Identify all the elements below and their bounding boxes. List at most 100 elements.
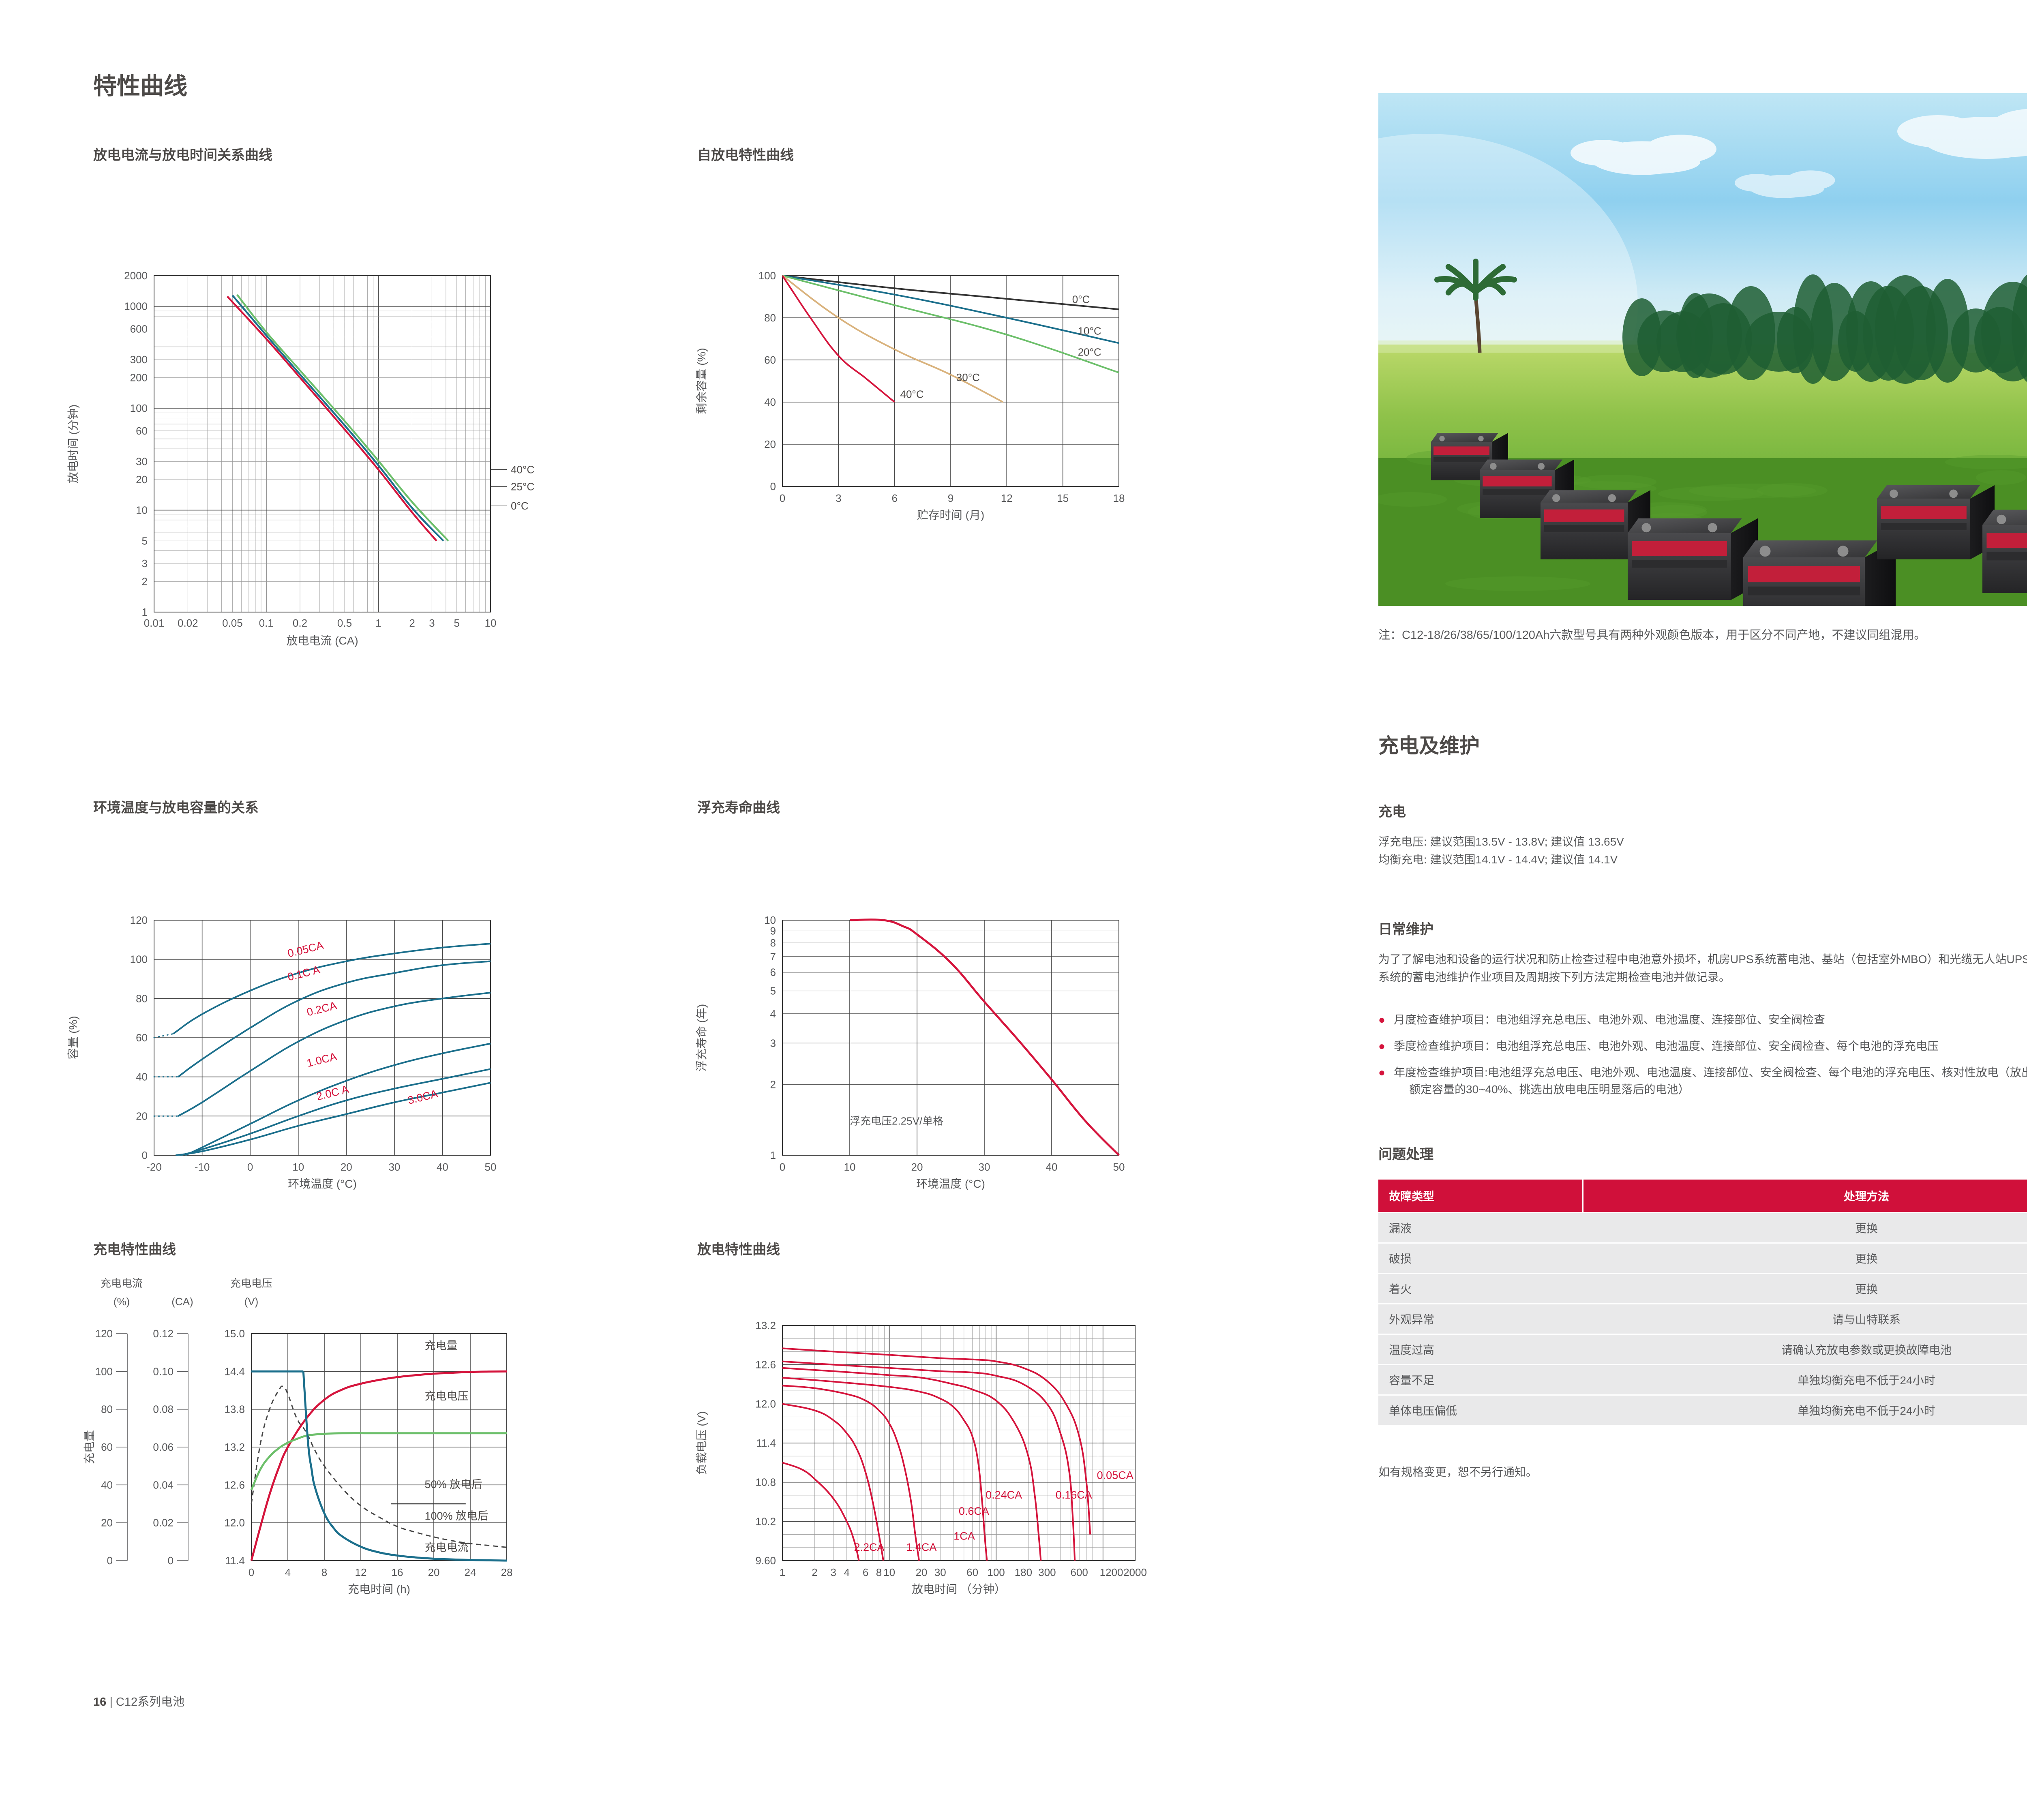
svg-text:200: 200 xyxy=(130,371,148,383)
svg-text:8: 8 xyxy=(321,1566,327,1578)
svg-text:100: 100 xyxy=(130,402,148,414)
svg-text:60: 60 xyxy=(101,1441,113,1453)
svg-text:13.2: 13.2 xyxy=(224,1441,245,1453)
svg-text:120: 120 xyxy=(130,914,148,926)
svg-text:2.2CA: 2.2CA xyxy=(854,1541,884,1553)
svg-text:10: 10 xyxy=(883,1566,895,1578)
svg-text:1: 1 xyxy=(375,617,381,629)
svg-text:40°C: 40°C xyxy=(900,388,924,400)
svg-text:2000: 2000 xyxy=(1123,1566,1147,1578)
svg-text:12.6: 12.6 xyxy=(755,1359,776,1371)
svg-text:100: 100 xyxy=(130,953,148,966)
svg-text:4: 4 xyxy=(770,1008,776,1020)
svg-text:13.8: 13.8 xyxy=(224,1403,245,1415)
svg-text:300: 300 xyxy=(130,353,148,366)
svg-text:0: 0 xyxy=(247,1161,253,1173)
svg-text:20°C: 20°C xyxy=(1078,346,1101,358)
svg-text:15: 15 xyxy=(1057,492,1069,504)
svg-text:20: 20 xyxy=(101,1517,113,1529)
svg-text:充电时间 (h): 充电时间 (h) xyxy=(348,1583,410,1595)
svg-text:30°C: 30°C xyxy=(956,371,980,383)
svg-text:12.0: 12.0 xyxy=(224,1517,245,1529)
svg-text:40: 40 xyxy=(136,1071,148,1083)
svg-text:1: 1 xyxy=(770,1149,776,1161)
svg-text:0.5: 0.5 xyxy=(337,617,352,629)
svg-text:18: 18 xyxy=(1113,492,1125,504)
svg-text:20: 20 xyxy=(341,1161,352,1173)
svg-text:100% 放电后: 100% 放电后 xyxy=(425,1510,489,1522)
svg-text:放电电流 (CA): 放电电流 (CA) xyxy=(286,634,358,647)
svg-text:28: 28 xyxy=(501,1566,513,1578)
svg-text:60: 60 xyxy=(764,354,776,366)
svg-text:充电量: 充电量 xyxy=(425,1340,458,1352)
svg-text:12: 12 xyxy=(1001,492,1013,504)
svg-text:0.06: 0.06 xyxy=(153,1441,174,1453)
svg-text:环境温度 (°C): 环境温度 (°C) xyxy=(916,1178,985,1190)
svg-text:40: 40 xyxy=(101,1479,113,1491)
svg-text:放电时间 （分钟）: 放电时间 （分钟） xyxy=(912,1583,1006,1595)
svg-text:12: 12 xyxy=(355,1566,367,1578)
svg-text:2: 2 xyxy=(812,1566,817,1578)
svg-text:10: 10 xyxy=(136,504,148,516)
svg-text:20: 20 xyxy=(915,1566,927,1578)
svg-text:3: 3 xyxy=(836,492,841,504)
svg-text:放电时间 (分钟): 放电时间 (分钟) xyxy=(67,405,79,483)
svg-text:2: 2 xyxy=(770,1078,776,1090)
svg-text:14.4: 14.4 xyxy=(224,1365,245,1377)
svg-text:600: 600 xyxy=(1071,1566,1088,1578)
svg-text:1: 1 xyxy=(780,1566,785,1578)
svg-text:60: 60 xyxy=(136,1032,148,1044)
svg-text:80: 80 xyxy=(764,312,776,324)
svg-text:0.02: 0.02 xyxy=(153,1517,174,1529)
svg-text:环境温度 (°C): 环境温度 (°C) xyxy=(288,1178,357,1190)
svg-text:24: 24 xyxy=(465,1566,476,1578)
svg-text:0: 0 xyxy=(770,480,776,492)
svg-text:11.4: 11.4 xyxy=(225,1554,245,1567)
svg-text:30: 30 xyxy=(979,1161,990,1173)
svg-text:0.2CA: 0.2CA xyxy=(306,999,338,1018)
svg-text:0.24CA: 0.24CA xyxy=(986,1489,1022,1501)
svg-text:100: 100 xyxy=(759,270,776,282)
svg-text:0: 0 xyxy=(780,1161,785,1173)
svg-text:100: 100 xyxy=(95,1365,113,1377)
svg-text:6: 6 xyxy=(891,492,897,504)
svg-text:6: 6 xyxy=(770,966,776,979)
svg-text:0: 0 xyxy=(780,492,785,504)
svg-text:充电电流: 充电电流 xyxy=(425,1542,469,1554)
svg-text:180: 180 xyxy=(1015,1566,1032,1578)
svg-text:0: 0 xyxy=(168,1554,174,1567)
svg-text:-20: -20 xyxy=(146,1161,162,1173)
svg-text:10: 10 xyxy=(292,1161,304,1173)
svg-text:600: 600 xyxy=(130,323,148,335)
svg-text:3: 3 xyxy=(142,557,148,570)
svg-text:16: 16 xyxy=(392,1566,403,1578)
svg-text:-10: -10 xyxy=(195,1161,210,1173)
svg-text:40: 40 xyxy=(1046,1161,1058,1173)
svg-text:充电量: 充电量 xyxy=(83,1430,96,1464)
svg-text:40: 40 xyxy=(437,1161,448,1173)
svg-text:2: 2 xyxy=(409,617,415,629)
svg-text:30: 30 xyxy=(388,1161,400,1173)
svg-text:2: 2 xyxy=(142,575,148,587)
svg-text:0.10: 0.10 xyxy=(153,1365,174,1377)
svg-text:9.60: 9.60 xyxy=(755,1554,776,1567)
svg-text:充电电压: 充电电压 xyxy=(230,1277,272,1289)
svg-text:0.02: 0.02 xyxy=(178,617,198,629)
svg-text:40: 40 xyxy=(764,396,776,408)
svg-text:120: 120 xyxy=(95,1328,113,1340)
svg-text:20: 20 xyxy=(764,438,776,450)
svg-text:0.6CA: 0.6CA xyxy=(959,1505,989,1517)
svg-text:50% 放电后: 50% 放电后 xyxy=(425,1478,483,1490)
svg-text:浮充寿命 (年): 浮充寿命 (年) xyxy=(695,1004,708,1071)
svg-text:80: 80 xyxy=(101,1403,113,1415)
svg-text:3: 3 xyxy=(770,1037,776,1049)
svg-text:12.0: 12.0 xyxy=(755,1398,776,1410)
svg-text:20: 20 xyxy=(136,1110,148,1122)
svg-text:10: 10 xyxy=(764,914,776,926)
svg-text:贮存时间 (月): 贮存时间 (月) xyxy=(917,509,984,521)
svg-text:3: 3 xyxy=(429,617,435,629)
svg-text:充电电压: 充电电压 xyxy=(425,1390,469,1402)
svg-text:3.0CA: 3.0CA xyxy=(407,1088,439,1107)
svg-text:40°C: 40°C xyxy=(511,464,534,476)
svg-text:5: 5 xyxy=(770,985,776,997)
